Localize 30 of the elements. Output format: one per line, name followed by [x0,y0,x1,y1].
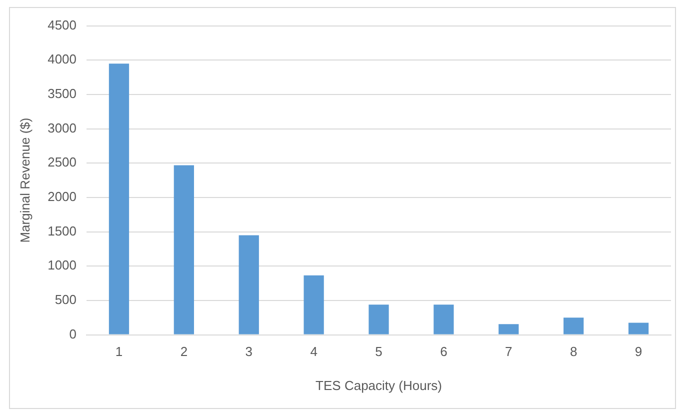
bar [238,235,259,334]
x-tick-label: 2 [180,344,188,360]
x-tick-label: 5 [375,344,382,360]
x-tick-label: 6 [440,344,448,360]
y-tick-label: 3000 [48,120,77,136]
x-axis-title: TES Capacity (Hours) [316,378,442,393]
y-tick-label: 1500 [48,223,77,238]
bar [564,318,584,334]
x-tick-label: 1 [115,344,123,360]
y-tick-label: 2000 [48,189,77,204]
bar [434,304,454,334]
y-tick-label: 3500 [48,86,77,102]
x-tick-label: 4 [310,344,318,360]
y-tick-label: 500 [54,292,77,308]
x-tick-label: 7 [505,344,512,360]
y-tick-label: 2500 [48,154,77,170]
bar [628,322,649,334]
x-tick-label: 8 [570,344,578,360]
y-tick-label: 1000 [48,258,77,273]
y-tick-label: 4500 [48,17,77,32]
bar [304,275,324,334]
y-tick-label: 0 [69,326,77,342]
x-tick-label: 9 [634,344,642,360]
x-tick-label: 3 [245,344,252,360]
y-tick-label: 4000 [48,52,77,67]
bar [174,165,194,334]
y-axis-title: Marginal Revenue ($) [17,118,32,243]
bar [498,324,519,334]
bar [368,304,389,334]
bar [108,64,130,334]
